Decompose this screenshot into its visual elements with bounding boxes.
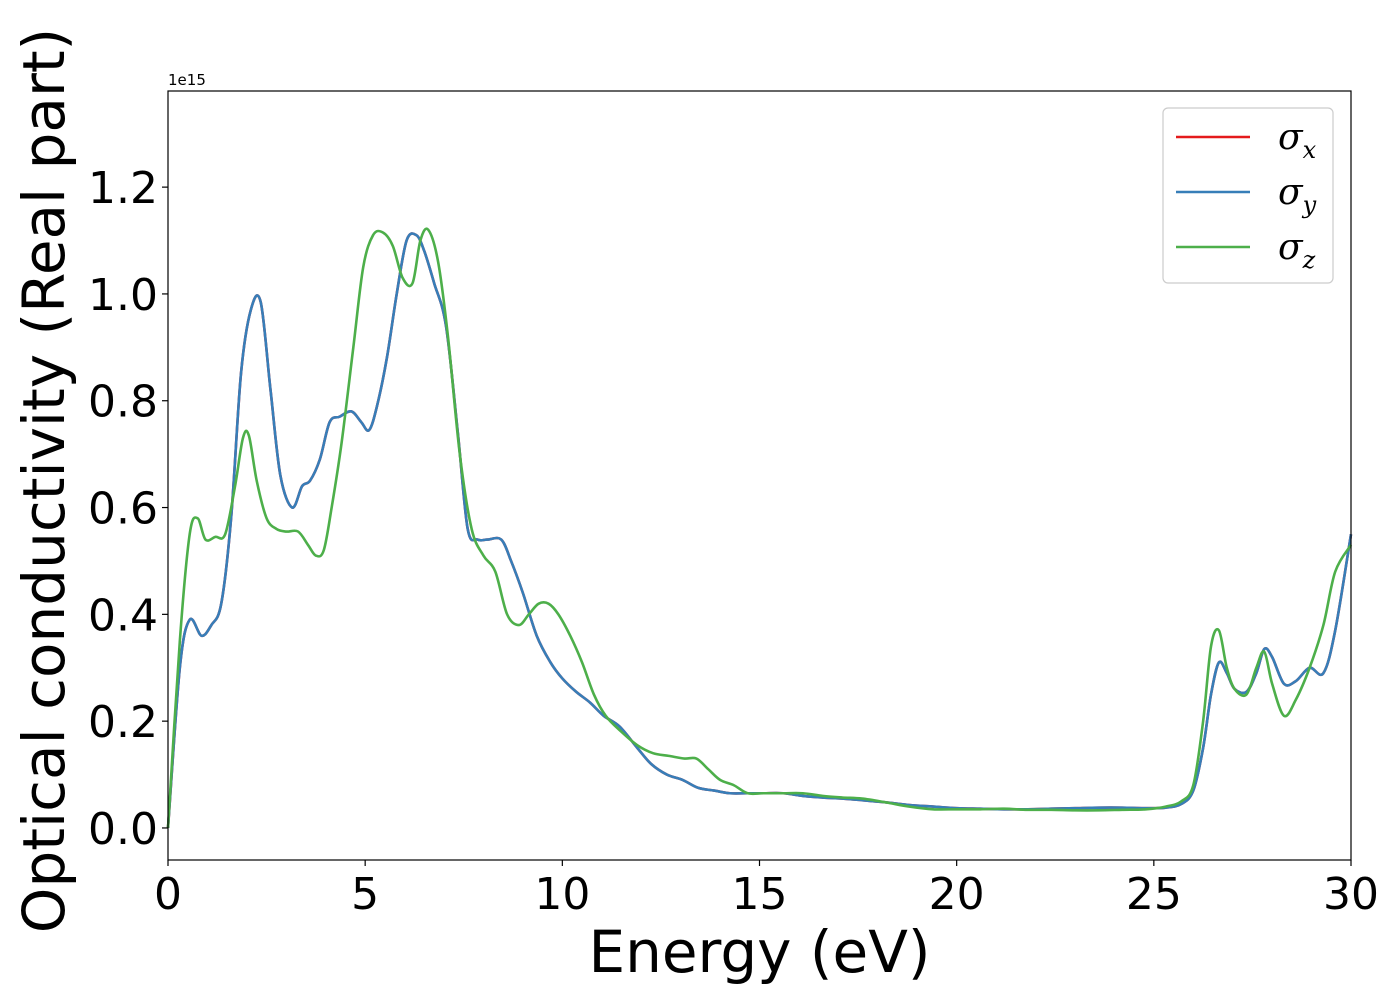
x-tick-label: 15 <box>732 869 788 920</box>
y-offset-label: 1e15 <box>168 71 206 89</box>
y-tick-label: 0.4 <box>88 590 158 641</box>
y-axis-label: Optical conductivity (Real part) <box>10 28 78 933</box>
series-lines <box>166 227 1353 829</box>
series-line-y <box>166 232 1353 829</box>
x-tick-label: 5 <box>351 869 379 920</box>
legend-box <box>1162 107 1334 284</box>
x-tick-label: 25 <box>1126 869 1182 920</box>
x-axis-label: Energy (eV) <box>588 918 930 986</box>
legend: σx σy σz <box>1162 107 1334 284</box>
y-tick-label: 1.2 <box>88 163 158 214</box>
x-tick-label: 10 <box>534 869 590 920</box>
x-tick-label: 0 <box>154 869 182 920</box>
y-tick-label: 0.0 <box>88 804 158 855</box>
x-tick-label: 20 <box>929 869 985 920</box>
y-tick-label: 0.8 <box>88 377 158 428</box>
legend-label-x: σx <box>1278 117 1317 164</box>
y-tick-label: 0.6 <box>88 484 158 535</box>
x-tick-label: 30 <box>1323 869 1379 920</box>
series-line-x <box>166 232 1353 829</box>
y-tick-label: 1.0 <box>88 270 158 321</box>
legend-label-y: σy <box>1278 172 1317 219</box>
legend-label-z: σz <box>1278 227 1316 274</box>
series-line-z <box>166 227 1353 829</box>
y-tick-label: 0.2 <box>88 697 158 748</box>
legend-entries: σx σy σz <box>1176 117 1317 274</box>
axis-ticks: 0 5 10 15 20 25 30 0.0 0.2 0.4 0.6 0.8 1.0 1.2 <box>88 163 1379 920</box>
